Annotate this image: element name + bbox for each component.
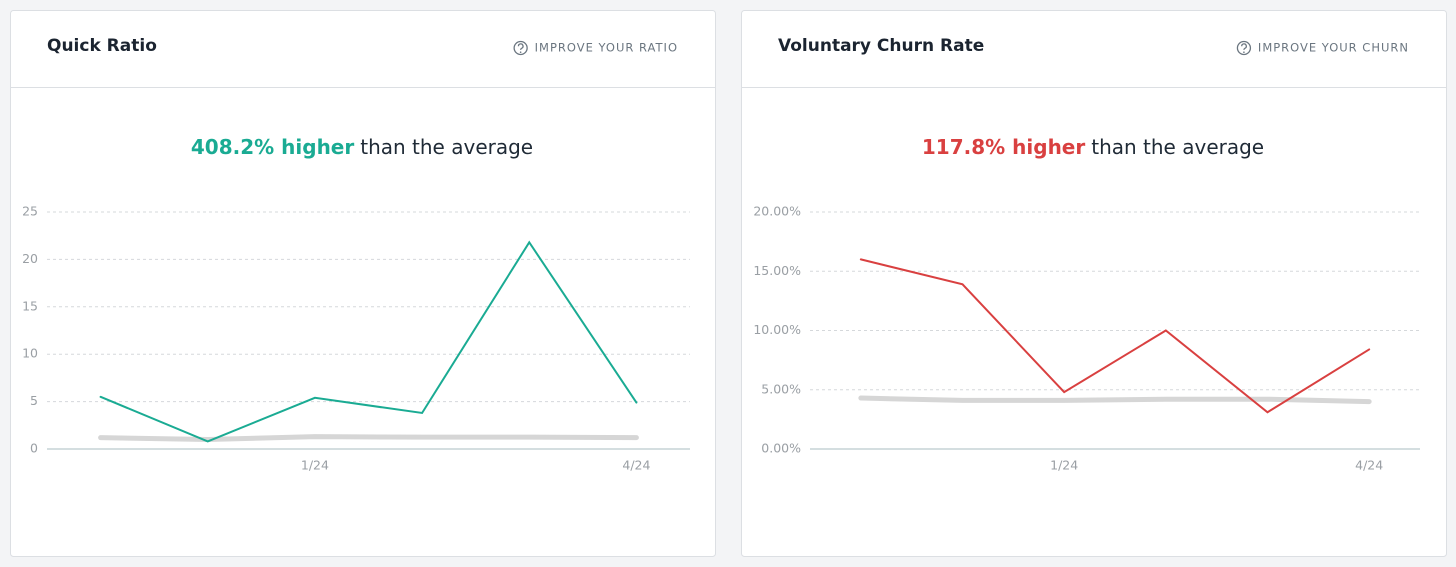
data-line <box>859 258 1371 414</box>
y-tick-label: 25 <box>22 204 38 219</box>
headline: 408.2% higher than the average <box>191 135 533 159</box>
headline-highlight: 117.8% higher <box>922 135 1085 159</box>
card <box>10 10 716 557</box>
y-tick-label: 10 <box>22 346 38 361</box>
headline-rest: than the average <box>360 135 533 159</box>
y-tick-label: 20.00% <box>753 204 801 219</box>
y-tick-label: 20 <box>22 251 38 266</box>
average-line <box>858 395 1372 405</box>
x-tick-label: 1/24 <box>1050 458 1078 473</box>
y-tick-label: 15.00% <box>753 263 801 278</box>
headline-rest: than the average <box>1091 135 1264 159</box>
y-tick-label: 0 <box>30 441 38 456</box>
help-icon-dot <box>519 51 522 53</box>
y-tick-label: 0.00% <box>761 441 801 456</box>
y-tick-label: 5 <box>30 393 38 408</box>
data-line <box>99 240 638 443</box>
help-icon <box>513 40 528 56</box>
x-tick-label: 4/24 <box>1355 458 1383 473</box>
action-link[interactable]: IMPROVE YOUR CHURN <box>1258 41 1409 55</box>
card <box>741 10 1447 557</box>
y-tick-label: 15 <box>22 298 38 313</box>
x-tick-label: 4/24 <box>622 458 650 473</box>
help-icon-glyph <box>517 43 524 50</box>
card-title: Quick Ratio <box>47 36 157 56</box>
help-icon-glyph <box>1241 43 1247 50</box>
y-tick-label: 10.00% <box>753 322 801 337</box>
card-title: Voluntary Churn Rate <box>778 36 984 56</box>
y-tick-label: 5.00% <box>761 381 801 396</box>
headline-highlight: 408.2% higher <box>191 135 354 159</box>
x-tick-label: 1/24 <box>301 458 329 473</box>
help-icon-dot <box>1243 51 1245 53</box>
average-line <box>98 434 639 443</box>
headline: 117.8% higher than the average <box>922 135 1264 159</box>
help-icon <box>1236 40 1252 56</box>
action-link[interactable]: IMPROVE YOUR RATIO <box>535 41 678 55</box>
